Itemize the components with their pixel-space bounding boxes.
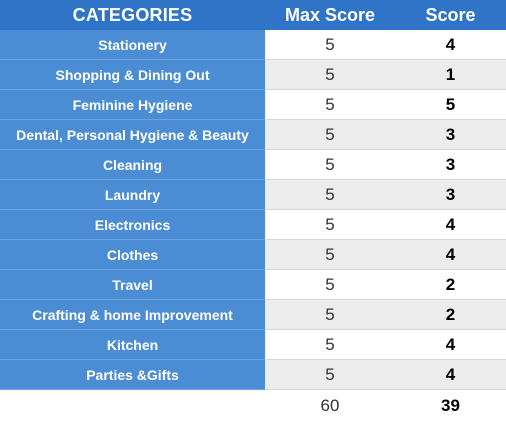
categories-header: CATEGORIES <box>0 0 265 30</box>
max-score-header: Max Score <box>265 0 395 30</box>
max-score-cell: 5 <box>265 240 395 270</box>
max-score-cell: 5 <box>265 180 395 210</box>
score-cell: 3 <box>395 120 506 150</box>
max-score-cell: 5 <box>265 360 395 390</box>
header-row: CATEGORIES Max Score Score <box>0 0 506 30</box>
table-row: Feminine Hygiene 5 5 <box>0 90 506 120</box>
category-cell: Cleaning <box>0 150 265 180</box>
table-row: Dental, Personal Hygiene & Beauty 5 3 <box>0 120 506 150</box>
score-cell: 4 <box>395 330 506 360</box>
max-score-cell: 5 <box>265 210 395 240</box>
category-cell: Feminine Hygiene <box>0 90 265 120</box>
category-cell: Dental, Personal Hygiene & Beauty <box>0 120 265 150</box>
score-cell: 2 <box>395 270 506 300</box>
max-score-cell: 5 <box>265 60 395 90</box>
score-cell: 2 <box>395 300 506 330</box>
score-cell: 4 <box>395 240 506 270</box>
category-cell: Travel <box>0 270 265 300</box>
max-score-cell: 5 <box>265 120 395 150</box>
score-cell: 3 <box>395 150 506 180</box>
category-cell: Kitchen <box>0 330 265 360</box>
table-row: Laundry 5 3 <box>0 180 506 210</box>
max-score-cell: 5 <box>265 30 395 60</box>
max-score-cell: 5 <box>265 330 395 360</box>
category-cell: Parties &Gifts <box>0 360 265 390</box>
score-cell: 5 <box>395 90 506 120</box>
score-cell: 1 <box>395 60 506 90</box>
totals-row: 60 39 <box>0 390 506 422</box>
totals-label-cell <box>0 390 265 422</box>
category-cell: Laundry <box>0 180 265 210</box>
table-row: Shopping & Dining Out 5 1 <box>0 60 506 90</box>
table-row: Travel 5 2 <box>0 270 506 300</box>
max-score-cell: 5 <box>265 90 395 120</box>
score-cell: 3 <box>395 180 506 210</box>
table-row: Kitchen 5 4 <box>0 330 506 360</box>
category-cell: Electronics <box>0 210 265 240</box>
score-cell: 4 <box>395 30 506 60</box>
category-cell: Shopping & Dining Out <box>0 60 265 90</box>
table-row: Parties &Gifts 5 4 <box>0 360 506 390</box>
table-row: Stationery 5 4 <box>0 30 506 60</box>
table-row: Crafting & home Improvement 5 2 <box>0 300 506 330</box>
category-cell: Clothes <box>0 240 265 270</box>
max-score-cell: 5 <box>265 300 395 330</box>
category-cell: Stationery <box>0 30 265 60</box>
max-score-cell: 5 <box>265 270 395 300</box>
total-max-score: 60 <box>265 390 395 422</box>
category-cell: Crafting & home Improvement <box>0 300 265 330</box>
score-cell: 4 <box>395 210 506 240</box>
table-row: Clothes 5 4 <box>0 240 506 270</box>
score-cell: 4 <box>395 360 506 390</box>
table-row: Cleaning 5 3 <box>0 150 506 180</box>
max-score-cell: 5 <box>265 150 395 180</box>
score-header: Score <box>395 0 506 30</box>
total-score: 39 <box>395 390 506 422</box>
table-row: Electronics 5 4 <box>0 210 506 240</box>
